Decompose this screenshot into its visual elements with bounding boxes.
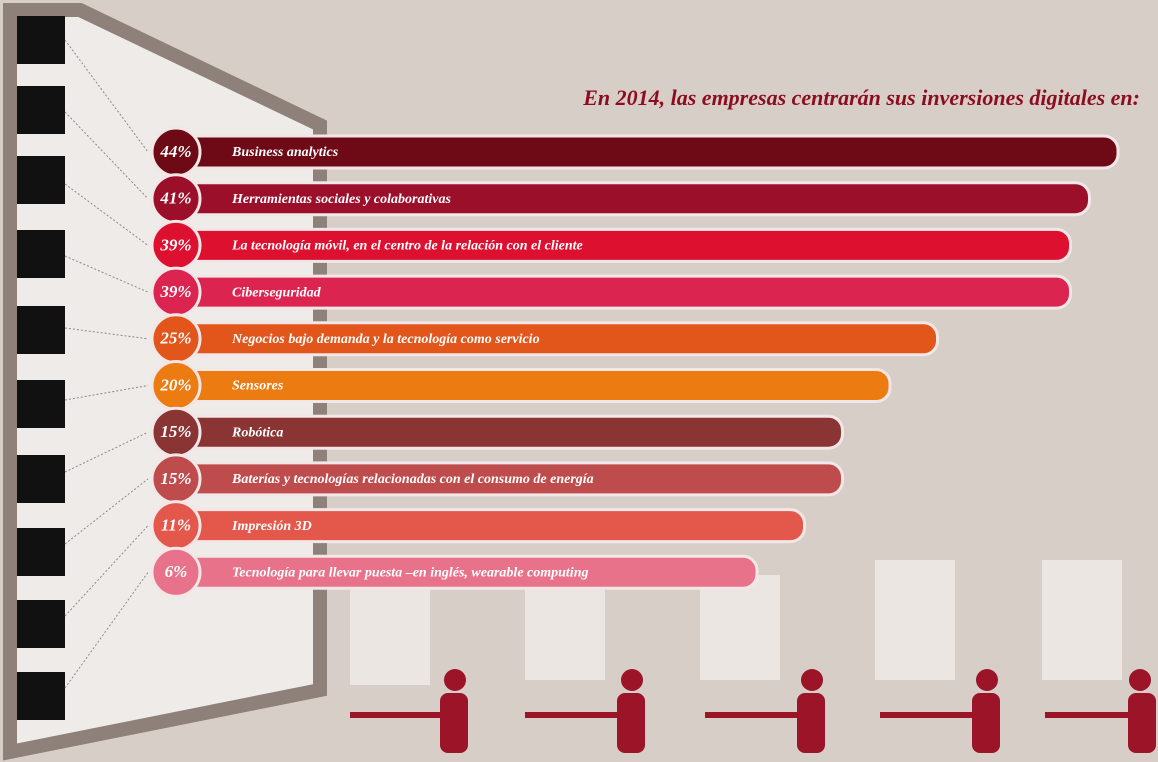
- connector: [64, 183, 149, 246]
- category-label: Impresión 3D: [231, 519, 312, 534]
- chart-title: En 2014, las empresas centrarán sus inve…: [582, 85, 1140, 110]
- category-label: Sensores: [232, 379, 284, 394]
- bars: 44% Business analytics 41% Herramientas soc…: [64, 39, 1120, 689]
- workers: [350, 669, 1156, 753]
- category-label: La tecnología móvil, en el centro de la …: [231, 239, 583, 254]
- value-label: 39%: [159, 282, 191, 301]
- value-label: 39%: [159, 235, 191, 254]
- category-label: Tecnología para llevar puesta –en inglés…: [232, 566, 589, 581]
- category-label: Ciberseguridad: [232, 285, 322, 300]
- value-label: 15%: [160, 422, 191, 441]
- value-label: 20%: [159, 375, 191, 394]
- value-label: 11%: [161, 516, 191, 535]
- value-label: 6%: [165, 562, 188, 581]
- category-label: Baterías y tecnologías relacionadas con …: [231, 472, 594, 487]
- connector: [64, 255, 149, 293]
- connector: [64, 525, 149, 617]
- category-label: Herramientas sociales y colaborativas: [231, 192, 451, 207]
- value-label: 25%: [159, 329, 191, 348]
- windows: [350, 560, 1122, 685]
- category-label: Business analytics: [231, 145, 339, 160]
- value-label: 44%: [159, 142, 191, 161]
- connector: [64, 431, 149, 473]
- value-label: 15%: [160, 469, 191, 488]
- value-badge: [150, 546, 202, 598]
- connector: [64, 327, 149, 340]
- connector: [64, 39, 149, 153]
- icons: [17, 16, 65, 720]
- connector: [64, 478, 149, 545]
- category-label: Negocios bajo demanda y la tecnología co…: [231, 332, 540, 347]
- category-label: Robótica: [231, 425, 283, 440]
- connector: [64, 111, 149, 200]
- value-label: 41%: [159, 189, 191, 208]
